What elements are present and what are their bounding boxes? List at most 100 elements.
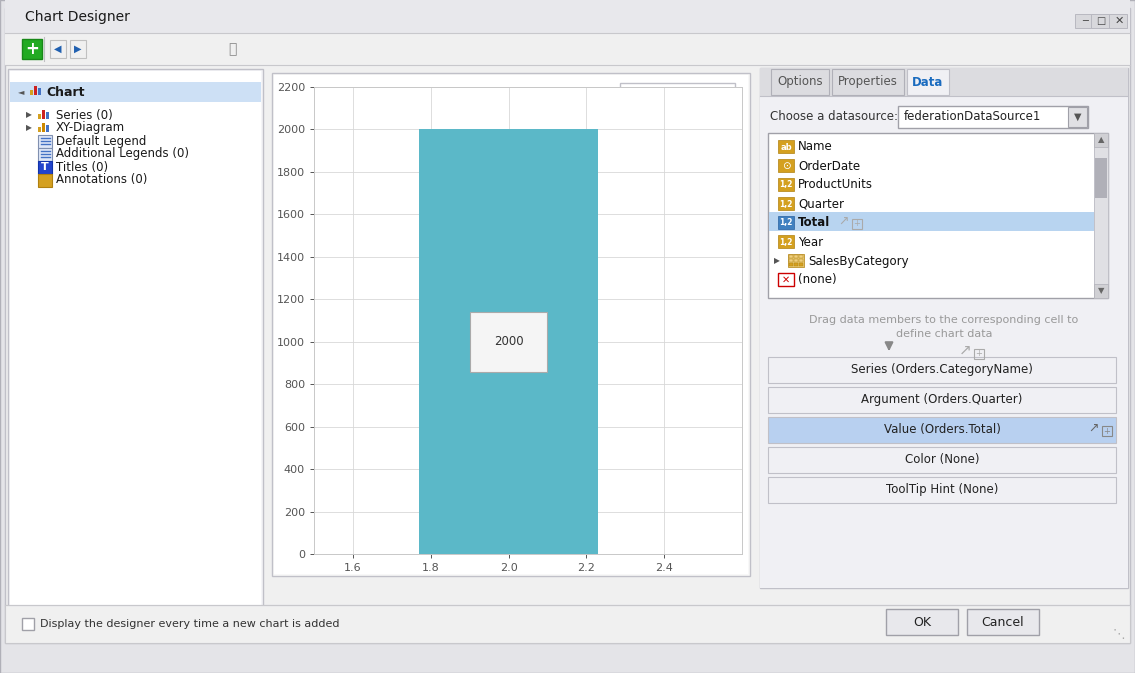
Bar (1068, 107, 1087, 127)
Bar (1094, 133, 1108, 298)
Bar (22, 618, 34, 630)
Bar (794, 259, 798, 262)
Bar (794, 263, 798, 266)
Bar (799, 255, 802, 258)
Bar (852, 219, 861, 229)
Bar (768, 447, 1116, 473)
Text: define chart data: define chart data (896, 329, 992, 339)
Text: ProductUnits: ProductUnits (798, 178, 873, 192)
Bar (620, 83, 735, 111)
Text: 📊: 📊 (228, 42, 236, 56)
Bar (37, 174, 52, 187)
Text: 1,2: 1,2 (780, 238, 792, 246)
Bar (886, 609, 958, 635)
Bar (5, 605, 1130, 643)
Text: 1,2: 1,2 (780, 180, 792, 190)
Text: Options: Options (777, 75, 823, 89)
Bar (37, 148, 52, 161)
Text: ▶: ▶ (774, 256, 780, 266)
Text: Choose a datasource:: Choose a datasource: (770, 110, 898, 124)
Bar (771, 69, 829, 95)
Bar (768, 133, 1108, 298)
Text: ⋱: ⋱ (1112, 628, 1125, 641)
Bar (789, 259, 793, 262)
Bar (768, 357, 1116, 383)
Text: Chart Designer: Chart Designer (25, 10, 129, 24)
Text: ▶: ▶ (26, 124, 32, 133)
Text: T: T (41, 162, 49, 172)
Bar (1075, 14, 1093, 28)
Bar (768, 417, 1116, 443)
Bar (1095, 158, 1107, 198)
Text: federationDataSource1: federationDataSource1 (903, 110, 1042, 124)
Text: (none): (none) (798, 273, 836, 287)
Bar (8, 69, 263, 639)
Bar (1094, 133, 1108, 147)
Text: ↗: ↗ (838, 215, 849, 227)
Text: 1,2: 1,2 (780, 199, 792, 209)
Bar (37, 135, 52, 148)
Text: OrderDate: OrderDate (798, 160, 860, 172)
Text: Video Players: Video Players (646, 90, 725, 104)
Bar (34, 86, 37, 95)
Text: Display the designer every time a new chart is added: Display the designer every time a new ch… (40, 619, 339, 629)
Bar (30, 90, 33, 95)
Bar (419, 129, 598, 554)
Bar (907, 69, 949, 95)
Bar (789, 263, 793, 266)
Text: Data: Data (913, 75, 943, 89)
Text: SalesByCategory: SalesByCategory (808, 254, 909, 267)
Bar (5, 0, 1130, 33)
Text: Default Legend: Default Legend (56, 135, 146, 147)
Bar (777, 178, 794, 191)
Bar (37, 161, 52, 174)
Text: +: + (976, 349, 983, 359)
Bar (794, 255, 798, 258)
Text: ▲: ▲ (1098, 135, 1104, 145)
Text: +: + (1103, 427, 1110, 435)
Text: Annotations (0): Annotations (0) (56, 174, 148, 186)
Bar (789, 255, 793, 258)
Text: Total: Total (798, 217, 830, 229)
Text: ◀: ◀ (54, 44, 61, 54)
Bar (50, 40, 66, 58)
Bar (37, 88, 41, 95)
Text: Name: Name (798, 141, 833, 153)
Bar (777, 273, 794, 286)
Bar (10, 71, 261, 637)
Text: ▶: ▶ (74, 44, 82, 54)
Text: OK: OK (913, 616, 931, 629)
Bar (760, 68, 1128, 588)
Text: ToolTip Hint (None): ToolTip Hint (None) (885, 483, 998, 497)
Bar (770, 212, 1094, 231)
Bar (1094, 284, 1108, 298)
Bar (777, 159, 794, 172)
Bar (272, 73, 750, 576)
Text: Quarter: Quarter (798, 197, 844, 211)
Bar (777, 235, 794, 248)
Text: ab: ab (780, 143, 792, 151)
Text: Drag data members to the corresponding cell to: Drag data members to the corresponding c… (809, 315, 1078, 325)
Text: 1,2: 1,2 (780, 219, 792, 227)
Bar (974, 349, 984, 359)
Bar (768, 387, 1116, 413)
Bar (70, 40, 86, 58)
Bar (777, 140, 794, 153)
Text: Color (None): Color (None) (905, 454, 980, 466)
Text: XY-Diagram: XY-Diagram (56, 122, 125, 135)
Bar (47, 112, 49, 119)
Text: ✕: ✕ (1115, 16, 1124, 26)
Bar (799, 259, 802, 262)
Bar (898, 106, 1088, 128)
Text: ▶: ▶ (26, 110, 32, 120)
Text: Titles (0): Titles (0) (56, 160, 108, 174)
Text: Series (Orders.CategoryName): Series (Orders.CategoryName) (851, 363, 1033, 376)
Bar (1091, 14, 1109, 28)
Text: Cancel: Cancel (982, 616, 1024, 629)
Bar (5, 33, 1130, 65)
Text: Chart: Chart (47, 85, 84, 98)
Bar (10, 82, 261, 102)
Bar (37, 127, 41, 132)
Bar (1109, 14, 1127, 28)
Text: Series (0): Series (0) (56, 108, 112, 122)
